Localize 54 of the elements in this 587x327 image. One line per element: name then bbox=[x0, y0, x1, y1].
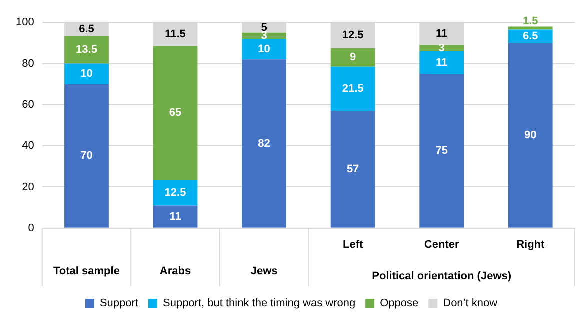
data-label: 65 bbox=[169, 107, 182, 120]
bar bbox=[64, 64, 109, 84]
legend-label: Don’t know bbox=[443, 298, 498, 310]
data-label: 11.5 bbox=[165, 28, 186, 40]
bar bbox=[330, 48, 376, 67]
data-label: 10 bbox=[80, 68, 93, 80]
bar bbox=[420, 45, 464, 52]
y-tick-label: 60 bbox=[22, 98, 34, 111]
legend-label: Support, but think the timing was wrong bbox=[162, 298, 356, 310]
bar bbox=[420, 51, 464, 74]
data-label: 6.5 bbox=[522, 30, 538, 43]
legend-label: Oppose bbox=[380, 298, 419, 310]
data-label: 13.5 bbox=[76, 44, 98, 56]
x-tick-label: Center bbox=[424, 239, 460, 252]
bar bbox=[64, 36, 109, 64]
data-label: 70 bbox=[80, 150, 93, 162]
data-label: 11 bbox=[170, 210, 182, 223]
legend-label: Support bbox=[100, 298, 138, 310]
x-tick-label: Arabs bbox=[160, 265, 192, 278]
data-label: 6.5 bbox=[79, 23, 94, 36]
bar bbox=[508, 26, 553, 30]
data-label: 3 bbox=[438, 42, 445, 54]
data-label: 21.5 bbox=[342, 83, 364, 95]
bar bbox=[330, 111, 376, 228]
x-tick-label: Right bbox=[516, 239, 545, 252]
data-label: 57 bbox=[346, 164, 360, 176]
y-tick-label: 20 bbox=[22, 181, 34, 194]
data-label: 12.5 bbox=[342, 29, 364, 42]
data-label: 10 bbox=[258, 43, 270, 56]
data-label: 1.5 bbox=[522, 16, 538, 28]
data-label: 11 bbox=[436, 28, 448, 40]
bar bbox=[153, 46, 198, 180]
x-tick-label: Jews bbox=[250, 265, 278, 278]
bar bbox=[420, 74, 464, 228]
data-label: 90 bbox=[524, 130, 537, 142]
bar bbox=[64, 84, 109, 228]
data-label: 9 bbox=[350, 52, 356, 64]
bar bbox=[153, 180, 198, 206]
bar bbox=[508, 43, 553, 228]
x-tick-label: Left bbox=[342, 239, 364, 252]
y-tick-label: 80 bbox=[22, 58, 34, 70]
bar bbox=[330, 66, 376, 112]
text: Political orientation (Jews) bbox=[372, 270, 512, 282]
y-tick-label: 0 bbox=[28, 222, 34, 234]
bar bbox=[242, 60, 286, 228]
bar bbox=[153, 206, 198, 228]
data-label: 82 bbox=[258, 138, 270, 150]
y-tick-label: 100 bbox=[16, 16, 34, 29]
data-label: 12.5 bbox=[164, 186, 186, 199]
x-tick-label: Total sample bbox=[54, 265, 120, 278]
bar bbox=[242, 39, 286, 60]
data-label: 75 bbox=[436, 145, 448, 158]
data-label: 11 bbox=[436, 56, 448, 69]
y-tick-label: 40 bbox=[22, 140, 34, 152]
